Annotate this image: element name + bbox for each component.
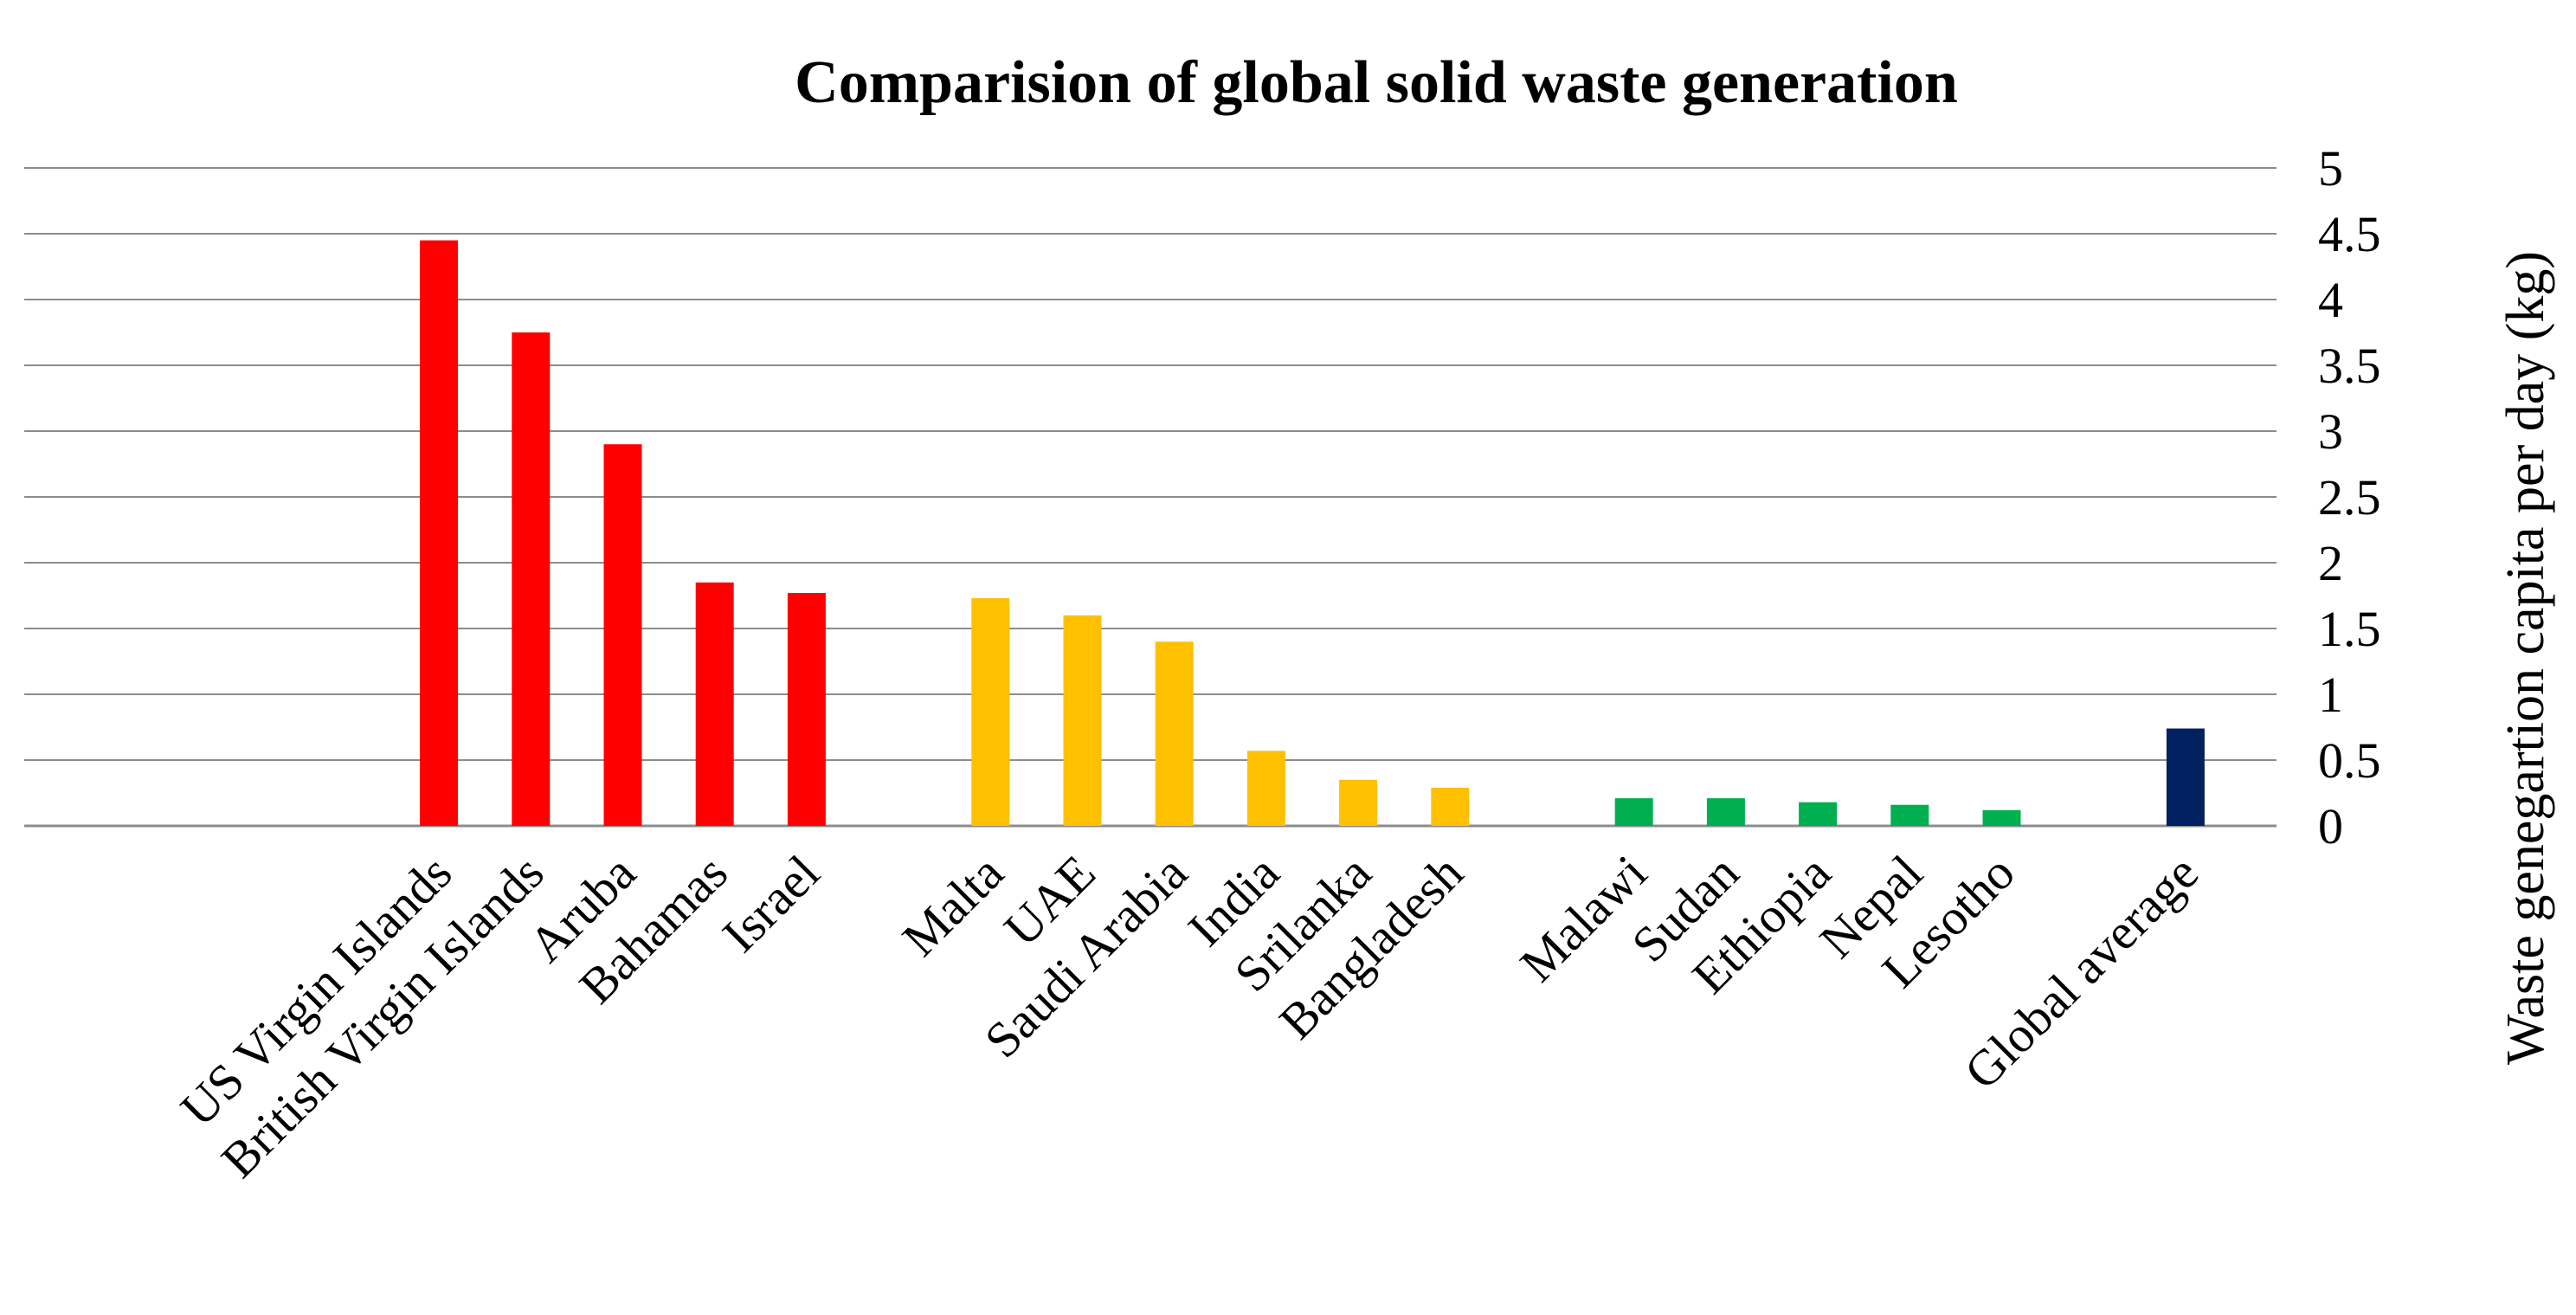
bar-malta (971, 598, 1010, 826)
y-tick-label: 2 (2318, 535, 2343, 591)
y-tick-label: 0 (2318, 798, 2343, 854)
y-tick-label: 3 (2318, 403, 2343, 460)
bar-saudi-arabia (1155, 641, 1194, 826)
bar-global-average (2166, 728, 2205, 826)
category-label: Malta (892, 844, 1014, 967)
y-tick-label: 1 (2318, 667, 2343, 723)
chart-title: Comparision of global solid waste genera… (795, 49, 1958, 116)
bar-bangladesh (1431, 787, 1470, 826)
bar-nepal (1890, 804, 1929, 826)
bar-british-virgin-islands (512, 332, 551, 826)
bar-israel (787, 592, 826, 826)
bar-srilanka (1339, 779, 1378, 826)
bar-uae (1063, 615, 1102, 826)
bar-aruba (603, 444, 642, 826)
y-tick-label: 1.5 (2318, 601, 2381, 657)
bar-lesotho (1982, 809, 2021, 826)
y-axis-ticks: 0 0.5 1 1.5 2 2.5 3 3.5 4 4.5 5 (2318, 140, 2381, 854)
category-label: Israel (712, 844, 830, 963)
bars (420, 240, 2205, 827)
y-tick-label: 5 (2318, 140, 2343, 197)
y-tick-label: 2.5 (2318, 469, 2381, 525)
bar-sudan (1706, 798, 1745, 826)
y-tick-label: 4.5 (2318, 206, 2381, 262)
bar-ethiopia (1799, 802, 1838, 826)
y-tick-label: 3.5 (2318, 338, 2381, 394)
bar-india (1246, 751, 1285, 826)
bar-us-virgin-islands (420, 240, 459, 827)
gridlines (24, 167, 2277, 828)
y-axis-label: Waste genegartion capita per day (kg) (2496, 251, 2555, 1065)
bar-bahamas (695, 582, 734, 826)
y-tick-label: 4 (2318, 272, 2343, 328)
y-tick-label: 0.5 (2318, 732, 2381, 789)
bar-malawi (1614, 798, 1653, 826)
